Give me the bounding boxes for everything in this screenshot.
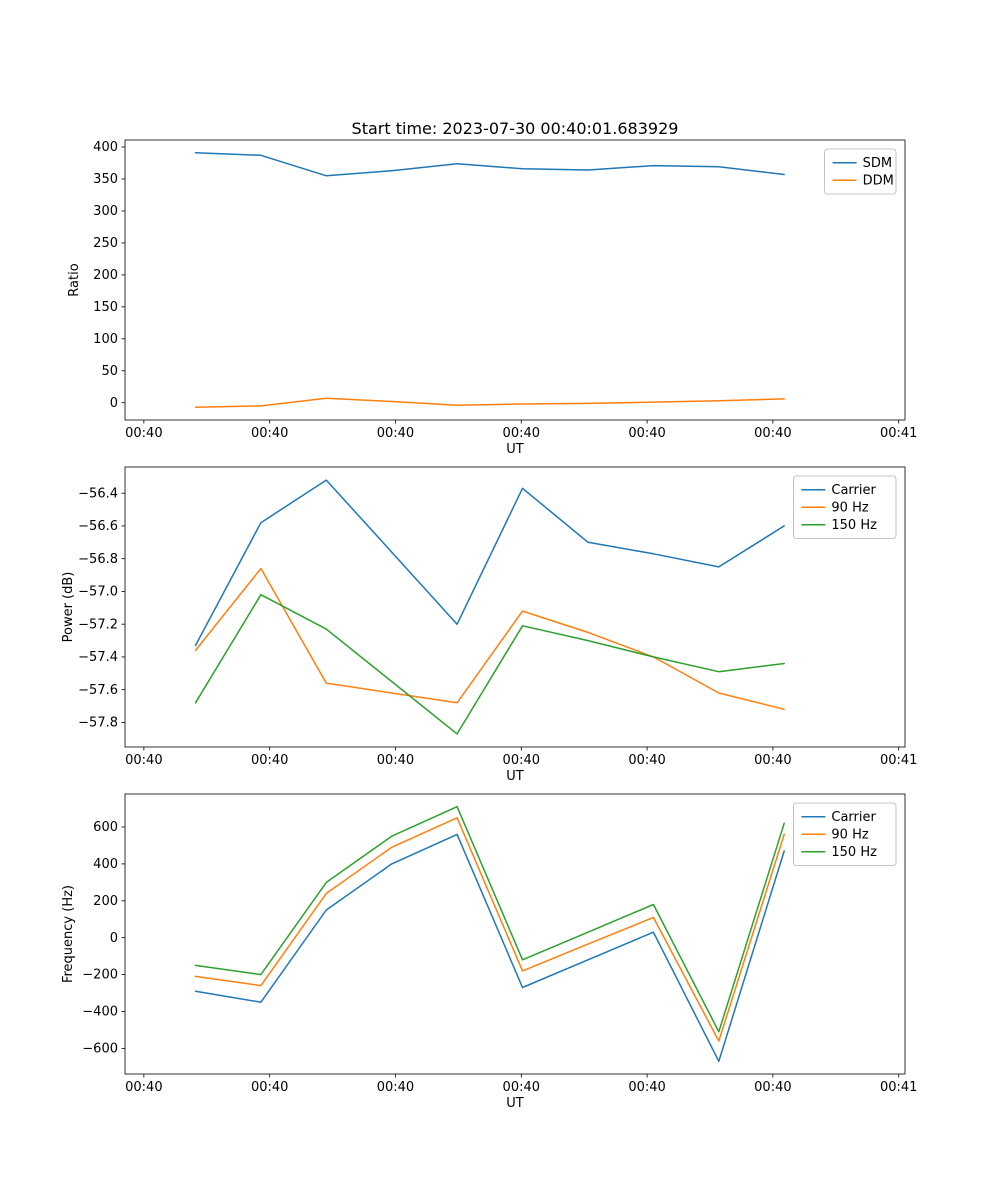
x-axis-label: UT: [506, 442, 524, 457]
x-tick-label: 00:40: [754, 753, 791, 768]
subplot-2: 00:40 00:40 00:40 00:40 00:40 00:40 00:41 −57.8…: [61, 466, 917, 784]
y-tick-label: 150: [93, 300, 118, 315]
x-axis: 00:40 00:40 00:40 00:40 00:40 00:40 00:41: [125, 420, 917, 441]
x-tick-label: 00:40: [125, 426, 162, 441]
plot-box: [124, 793, 906, 1075]
legend-label-150-hz: 150 Hz: [831, 518, 877, 533]
x-axis-label: UT: [506, 1096, 524, 1111]
series-line-carrier: [194, 833, 785, 1063]
y-tick-label: −57.2: [78, 617, 118, 632]
y-axis-label: Frequency (Hz): [61, 885, 76, 983]
x-tick-label: 00:40: [628, 426, 665, 441]
x-axis: 00:40 00:40 00:40 00:40 00:40 00:40 00:41: [125, 1074, 917, 1095]
x-tick-label: 00:40: [628, 1080, 665, 1095]
y-tick-label: 0: [110, 396, 118, 411]
x-tick-label: 00:41: [880, 426, 917, 441]
x-tick-label: 00:40: [628, 753, 665, 768]
y-axis: 0 50 100 150 200 250 300 350 400: [93, 140, 125, 411]
y-tick-label: 100: [93, 332, 118, 347]
legend-label-150-hz: 150 Hz: [831, 845, 877, 860]
legend-label-90-hz: 90 Hz: [831, 827, 868, 842]
x-tick-label: 00:40: [251, 753, 288, 768]
y-tick-label: 300: [93, 204, 118, 219]
legend-label-sdm: SDM: [863, 156, 892, 171]
series-line-sdm: [194, 152, 785, 177]
y-tick-label: 350: [93, 172, 118, 187]
series-line-150-hz: [194, 593, 785, 735]
legend-label-ddm: DDM: [863, 173, 894, 188]
legend-label-90-hz: 90 Hz: [831, 500, 868, 515]
x-axis: 00:40 00:40 00:40 00:40 00:40 00:40 00:41: [125, 747, 917, 768]
y-tick-label: −56.4: [78, 486, 118, 501]
x-tick-label: 00:40: [503, 1080, 540, 1095]
y-axis-label: Ratio: [67, 263, 82, 296]
x-tick-label: 00:41: [880, 753, 917, 768]
x-tick-label: 00:40: [754, 1080, 791, 1095]
y-tick-label: 50: [101, 364, 118, 379]
y-tick-label: −56.6: [78, 519, 118, 534]
x-tick-label: 00:40: [503, 426, 540, 441]
y-tick-label: 250: [93, 236, 118, 251]
x-tick-label: 00:40: [377, 753, 414, 768]
subplot-3: 00:40 00:40 00:40 00:40 00:40 00:40 00:41−600−…: [61, 793, 917, 1111]
x-tick-label: 00:40: [377, 426, 414, 441]
y-axis-label: Power (dB): [61, 572, 76, 643]
legend: Carrier 90 Hz 150 Hz: [793, 475, 897, 539]
y-tick-label: −57.6: [78, 683, 118, 698]
y-tick-label: 400: [93, 857, 118, 872]
y-axis: −57.8 −57.6 −57.4 −57.2 −57.0 −56.8 −56.6 −56.4: [78, 486, 125, 731]
x-tick-label: 00:40: [125, 1080, 162, 1095]
series-line-150-hz: [194, 805, 785, 1033]
y-axis: −600 −400 −200 0 200 400 600: [82, 820, 125, 1057]
y-tick-label: −400: [82, 1005, 118, 1020]
x-tick-label: 00:40: [754, 426, 791, 441]
y-tick-label: 600: [93, 820, 118, 835]
legend-label-carrier: Carrier: [831, 810, 876, 825]
y-tick-label: −200: [82, 968, 118, 983]
series-line-carrier: [194, 479, 785, 647]
legend-label-carrier: Carrier: [831, 483, 876, 498]
x-tick-label: 00:40: [503, 753, 540, 768]
x-tick-label: 00:41: [880, 1080, 917, 1095]
y-tick-label: 400: [93, 140, 118, 155]
plot-box: [124, 466, 906, 748]
x-tick-label: 00:40: [251, 1080, 288, 1095]
x-axis-label: UT: [506, 769, 524, 784]
legend: SDM DDM: [824, 148, 897, 195]
y-tick-label: 200: [93, 268, 118, 283]
y-tick-label: −600: [82, 1042, 118, 1057]
series-line-90-hz: [194, 817, 785, 1042]
legend: Carrier 90 Hz 150 Hz: [793, 802, 897, 866]
x-tick-label: 00:40: [125, 753, 162, 768]
y-tick-label: −57.0: [78, 585, 118, 600]
figure-title: Start time: 2023-07-30 00:40:01.683929: [352, 119, 679, 138]
x-tick-label: 00:40: [377, 1080, 414, 1095]
y-tick-label: −57.8: [78, 716, 118, 731]
y-tick-label: −57.4: [78, 650, 118, 665]
y-tick-label: 0: [110, 931, 118, 946]
x-tick-label: 00:40: [251, 426, 288, 441]
series-line-90-hz: [194, 567, 785, 711]
series-line-ddm: [194, 397, 785, 408]
y-tick-label: 200: [93, 894, 118, 909]
subplot-1: 00:40 00:40 00:40 00:40 00:40 00:40 00:41 0 50 10…: [67, 139, 917, 457]
plot-box: [124, 139, 906, 421]
y-tick-label: −56.8: [78, 552, 118, 567]
